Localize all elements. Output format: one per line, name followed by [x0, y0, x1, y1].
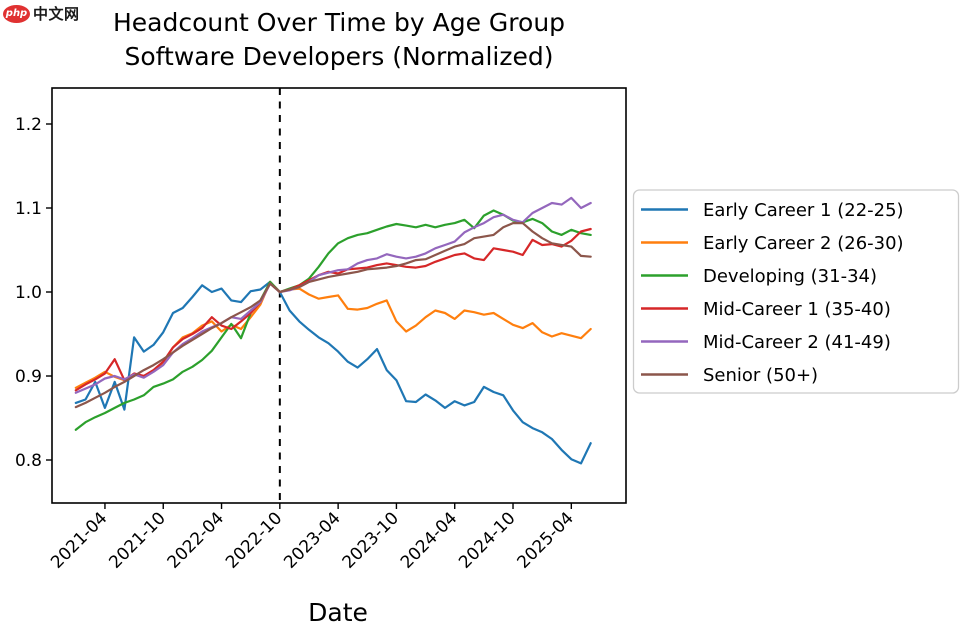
- series-line-developing-31-34-: [74, 209, 592, 431]
- x-axis: 2021-042021-102022-042022-102023-042023-…: [47, 503, 578, 573]
- x-tick-label: 2022-04: [164, 508, 228, 572]
- site-logo: php 中文网: [3, 3, 80, 24]
- php-logo-icon: php: [3, 4, 30, 23]
- chart-title: Headcount Over Time by Age Group Softwar…: [113, 6, 565, 74]
- y-tick-label: 1.1: [15, 199, 42, 219]
- series-line-senior-50-: [74, 222, 592, 409]
- series-line-mid-career-2-41-49-: [74, 196, 592, 394]
- legend-label: Early Career 2 (26-30): [703, 233, 904, 254]
- chart-title-line2: Software Developers (Normalized): [124, 42, 554, 71]
- legend: Early Career 1 (22-25) Early Career 2 (26…: [632, 189, 960, 394]
- legend-label: Senior (50+): [703, 365, 818, 386]
- y-axis: 0.8 0.9 1.0 1.1 1.2: [15, 115, 52, 471]
- x-tick-label: 2023-10: [339, 508, 403, 572]
- legend-label: Mid-Career 1 (35-40): [703, 299, 891, 320]
- x-tick-label: 2024-04: [397, 508, 461, 572]
- series-line-early-career-1-22-25-: [74, 280, 592, 465]
- legend-box: [632, 189, 960, 394]
- x-tick-label: 2023-04: [280, 508, 344, 572]
- x-axis-title: Date: [308, 598, 368, 627]
- y-tick-label: 0.9: [15, 367, 42, 387]
- legend-label: Mid-Career 2 (41-49): [703, 332, 891, 353]
- y-tick-label: 0.8: [15, 451, 42, 471]
- x-tick-label: 2024-10: [455, 508, 519, 572]
- chart-title-line1: Headcount Over Time by Age Group: [112, 8, 566, 37]
- x-tick-label: 2022-10: [222, 508, 286, 572]
- x-tick-label: 2021-04: [47, 508, 111, 572]
- legend-label: Early Career 1 (22-25): [703, 200, 904, 221]
- y-tick-label: 1.0: [15, 283, 42, 303]
- legend-label: Developing (31-34): [703, 266, 877, 287]
- series-lines: [74, 196, 592, 465]
- plot-frame: [51, 87, 627, 504]
- series-line-mid-career-1-35-40-: [74, 227, 592, 392]
- logo-text: 中文网: [33, 5, 80, 23]
- x-tick-label: 2025-04: [513, 508, 577, 572]
- y-tick-label: 1.2: [15, 115, 42, 135]
- x-tick-label: 2021-10: [105, 508, 169, 572]
